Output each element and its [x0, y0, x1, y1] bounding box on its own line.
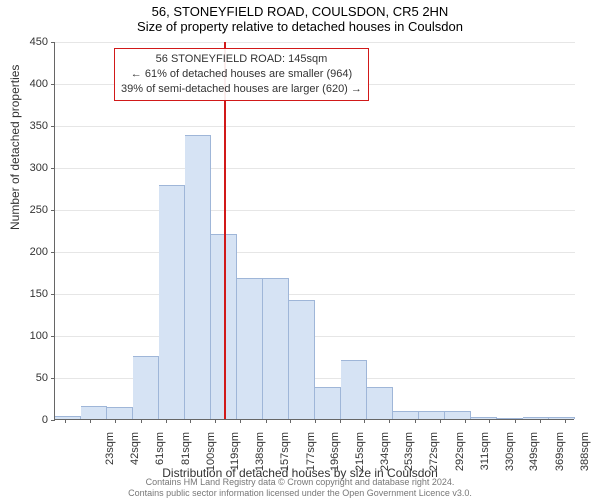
ytick-label: 150	[8, 288, 48, 300]
histogram-bar	[315, 387, 341, 419]
xtick-mark	[465, 419, 466, 423]
gridline-h	[55, 168, 575, 169]
xtick-label: 253sqm	[403, 432, 415, 482]
gridline-h	[55, 252, 575, 253]
xtick-mark	[215, 419, 216, 423]
xtick-label: 81sqm	[180, 432, 192, 482]
xtick-label: 369sqm	[554, 432, 566, 482]
histogram-bar	[341, 360, 367, 419]
ytick-mark	[51, 42, 55, 43]
xtick-label: 138sqm	[254, 432, 266, 482]
ytick-mark	[51, 378, 55, 379]
histogram-bar	[133, 356, 159, 419]
xtick-label: 292sqm	[454, 432, 466, 482]
xtick-mark	[565, 419, 566, 423]
xtick-mark	[389, 419, 390, 423]
xtick-label: 157sqm	[279, 432, 291, 482]
xtick-mark	[90, 419, 91, 423]
xtick-mark	[190, 419, 191, 423]
annotation-line3: 39% of semi-detached houses are larger (…	[121, 82, 362, 97]
histogram-bar	[523, 417, 549, 419]
ytick-label: 0	[8, 414, 48, 426]
histogram-bar	[445, 411, 471, 419]
annotation-line1: 56 STONEYFIELD ROAD: 145sqm	[121, 52, 362, 67]
ytick-label: 50	[8, 372, 48, 384]
xtick-label: 272sqm	[428, 432, 440, 482]
xtick-mark	[315, 419, 316, 423]
xtick-label: 119sqm	[229, 432, 241, 482]
xtick-mark	[489, 419, 490, 423]
gridline-h	[55, 336, 575, 337]
histogram-bar	[237, 278, 263, 419]
annotation-line2: ← 61% of detached houses are smaller (96…	[121, 67, 362, 82]
histogram-bar	[419, 411, 445, 419]
xtick-label: 196sqm	[329, 432, 341, 482]
xtick-label: 23sqm	[104, 432, 116, 482]
xtick-mark	[115, 419, 116, 423]
histogram-bar	[471, 417, 497, 419]
xtick-mark	[364, 419, 365, 423]
xtick-label: 61sqm	[154, 432, 166, 482]
footer-line2: Contains public sector information licen…	[0, 488, 600, 498]
xtick-label: 42sqm	[129, 432, 141, 482]
ytick-mark	[51, 126, 55, 127]
histogram-bar	[263, 278, 289, 419]
histogram-bar	[159, 185, 185, 419]
xtick-mark	[240, 419, 241, 423]
ytick-mark	[51, 252, 55, 253]
histogram-bar	[549, 417, 575, 419]
page-title-address: 56, STONEYFIELD ROAD, COULSDON, CR5 2HN	[0, 0, 600, 19]
chart-area: 56 STONEYFIELD ROAD: 145sqm ← 61% of det…	[54, 42, 574, 420]
xtick-label: 215sqm	[354, 432, 366, 482]
xtick-mark	[166, 419, 167, 423]
marker-annotation: 56 STONEYFIELD ROAD: 145sqm ← 61% of det…	[114, 48, 369, 101]
ytick-label: 300	[8, 162, 48, 174]
ytick-label: 350	[8, 120, 48, 132]
ytick-label: 200	[8, 246, 48, 258]
gridline-h	[55, 294, 575, 295]
gridline-h	[55, 42, 575, 43]
ytick-mark	[51, 210, 55, 211]
histogram-bar	[497, 418, 523, 419]
histogram-bar	[289, 300, 315, 419]
histogram-bar	[393, 411, 419, 419]
histogram-bar	[185, 135, 211, 419]
histogram-bar	[55, 416, 81, 419]
histogram-bar	[81, 406, 107, 419]
histogram-bar	[107, 407, 133, 419]
ytick-label: 100	[8, 330, 48, 342]
xtick-mark	[515, 419, 516, 423]
ytick-mark	[51, 168, 55, 169]
ytick-mark	[51, 294, 55, 295]
xtick-label: 311sqm	[479, 432, 491, 482]
ytick-mark	[51, 336, 55, 337]
xtick-mark	[290, 419, 291, 423]
histogram-bar	[367, 387, 393, 419]
xtick-mark	[141, 419, 142, 423]
xtick-label: 388sqm	[579, 432, 591, 482]
page-title-sub: Size of property relative to detached ho…	[0, 19, 600, 34]
xtick-mark	[340, 419, 341, 423]
ytick-label: 450	[8, 36, 48, 48]
xtick-mark	[266, 419, 267, 423]
xtick-mark	[540, 419, 541, 423]
xtick-mark	[65, 419, 66, 423]
ytick-label: 400	[8, 78, 48, 90]
xtick-label: 100sqm	[205, 432, 217, 482]
xtick-mark	[440, 419, 441, 423]
xtick-label: 177sqm	[305, 432, 317, 482]
ytick-mark	[51, 420, 55, 421]
gridline-h	[55, 210, 575, 211]
xtick-mark	[415, 419, 416, 423]
xtick-label: 330sqm	[504, 432, 516, 482]
xtick-label: 349sqm	[528, 432, 540, 482]
xtick-label: 234sqm	[379, 432, 391, 482]
ytick-mark	[51, 84, 55, 85]
gridline-h	[55, 126, 575, 127]
ytick-label: 250	[8, 204, 48, 216]
